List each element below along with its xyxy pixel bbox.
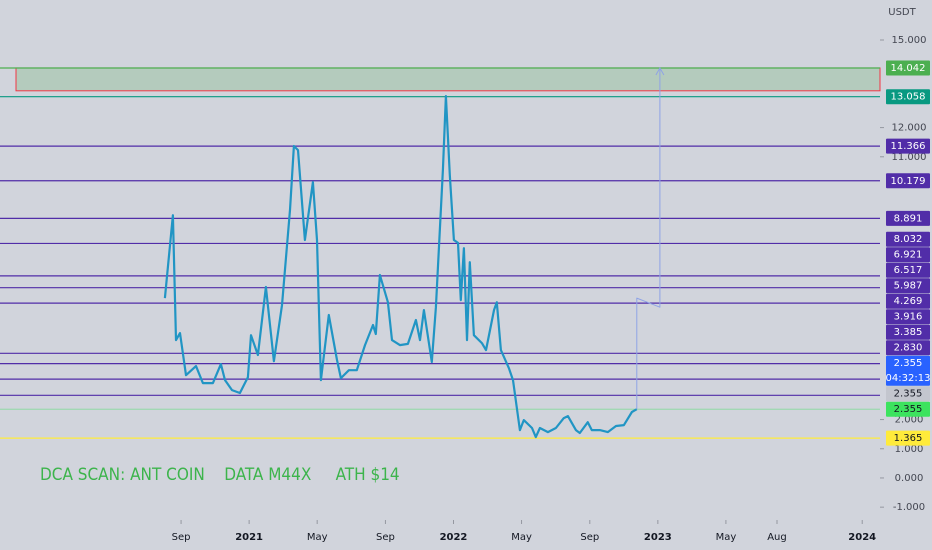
y-tick-label: -1.000: [893, 502, 925, 513]
axis-label-box: [886, 430, 930, 446]
price-line: [163, 95, 638, 439]
axis-label-box: [886, 401, 930, 417]
x-tick-label: Sep: [580, 532, 599, 543]
axis-label: 8.032: [894, 234, 923, 245]
axis-label-box: [886, 210, 930, 226]
x-tick-label: 2024: [848, 532, 876, 543]
axis-label: 2.355: [894, 389, 923, 400]
axis-label: 3.916: [894, 312, 923, 323]
axis-label: 2.830: [894, 343, 923, 354]
axis-label-box: [886, 355, 930, 386]
axis-label-box: [886, 309, 930, 325]
x-tick-label: Sep: [172, 532, 191, 543]
target-zone: [15, 67, 881, 92]
x-tick-label: May: [307, 532, 328, 543]
axis-label: 11.366: [891, 141, 926, 152]
axis-label-box: [886, 324, 930, 340]
axis-label-box: [886, 89, 930, 105]
axis-label-box: [886, 340, 930, 356]
countdown-label: 04:32:13: [886, 373, 931, 384]
axis-label-box: [886, 173, 930, 189]
axis-label: 14.042: [891, 63, 926, 74]
arrow-head: [655, 66, 665, 76]
axis-label: 6.921: [894, 250, 923, 261]
x-tick-label: Sep: [376, 532, 395, 543]
y-tick-label: 0.000: [895, 473, 924, 484]
axis-label-box: [886, 293, 930, 309]
x-tick-label: May: [511, 532, 532, 543]
axis-label-box: [886, 278, 930, 294]
unit-label: USDT: [888, 7, 916, 18]
x-tick-label: 2023: [644, 532, 672, 543]
axis-label-box: [886, 262, 930, 278]
axis-label-box: [886, 138, 930, 154]
x-tick-label: 2021: [235, 532, 263, 543]
annotation: DCA SCAN: ANT COIN DATA M44X ATH $14: [40, 465, 400, 485]
x-tick-label: May: [716, 532, 737, 543]
y-tick-label: 11.000: [892, 152, 927, 163]
axis-label-box: [886, 60, 930, 76]
axis-label: 6.517: [894, 265, 923, 276]
axis-label: 5.987: [894, 281, 923, 292]
x-tick-label: Aug: [767, 532, 787, 543]
y-tick-label: 2.000: [895, 415, 924, 426]
axis-label: 13.058: [891, 92, 926, 103]
axis-label: 1.365: [894, 433, 923, 444]
axis-label: 3.385: [894, 327, 923, 338]
axis-label: 4.269: [894, 296, 923, 307]
axis-label: 10.179: [891, 176, 926, 187]
y-tick-label: 1.000: [895, 444, 924, 455]
axis-label: 2.355: [894, 358, 923, 369]
axis-label: 8.891: [894, 213, 923, 224]
y-tick-label: 12.000: [892, 123, 927, 134]
projection-line: [636, 68, 661, 410]
axis-label-box: [886, 247, 930, 263]
axis-label-box: [886, 231, 930, 247]
axis-label: 2.355: [894, 404, 923, 415]
x-tick-label: 2022: [440, 532, 468, 543]
axis-label-box: [886, 386, 930, 402]
y-tick-label: 15.000: [892, 35, 927, 46]
